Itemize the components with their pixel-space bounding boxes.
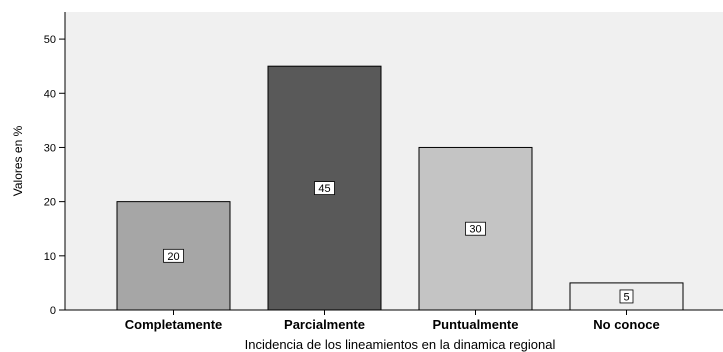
category-label: Completamente	[125, 317, 223, 332]
category-label: Parcialmente	[284, 317, 365, 332]
data-label: 45	[318, 183, 330, 195]
data-label-box	[619, 289, 634, 304]
category-label: Puntualmente	[433, 317, 519, 332]
y-tick-label: 30	[44, 142, 56, 154]
data-label-box	[314, 181, 335, 195]
data-label-box	[163, 248, 184, 263]
y-tick-label: 40	[44, 88, 56, 100]
y-axis-title: Valores en %	[11, 125, 25, 196]
y-tick-label: 10	[44, 251, 56, 263]
data-label: 5	[623, 291, 629, 303]
y-tick-label: 50	[44, 34, 56, 46]
data-label: 20	[167, 251, 179, 263]
data-label: 30	[469, 224, 481, 236]
x-axis-title: Incidencia de los lineamientos en la din…	[245, 337, 556, 352]
data-label-box	[465, 221, 486, 236]
y-tick-label: 0	[50, 305, 56, 317]
y-tick-label: 20	[44, 197, 56, 209]
category-label: No conoce	[593, 317, 659, 332]
